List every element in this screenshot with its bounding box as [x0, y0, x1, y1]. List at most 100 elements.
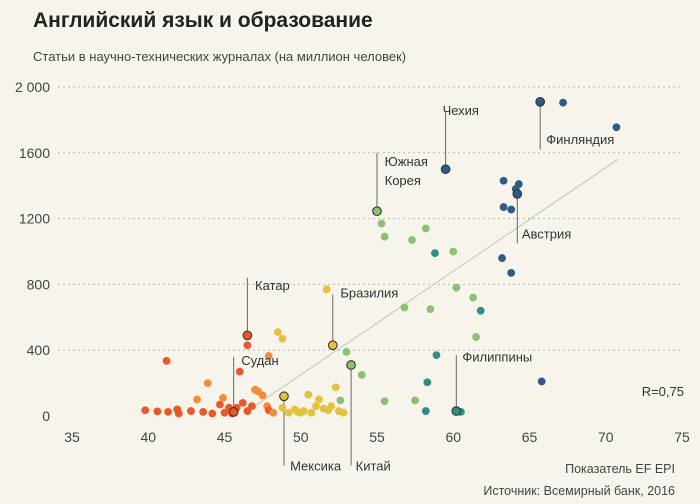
data-point [426, 305, 434, 313]
point-мексика [280, 392, 289, 401]
annotation-label: Чехия [443, 103, 479, 118]
annotation-label-line: Катар [255, 278, 290, 293]
data-point [422, 407, 430, 415]
data-point [401, 304, 409, 312]
data-point [315, 396, 323, 404]
point-катар [243, 331, 252, 340]
data-point [559, 99, 567, 107]
x-tick-label: 40 [140, 429, 156, 445]
x-tick-label: 55 [369, 429, 385, 445]
data-point [187, 407, 195, 415]
data-point [193, 396, 201, 404]
data-point [327, 402, 335, 410]
point-китай [347, 361, 356, 370]
annotation-label-line: Бразилия [340, 286, 398, 301]
data-point [477, 307, 485, 315]
annotation-label: Финляндия [546, 132, 614, 147]
data-point [358, 371, 366, 379]
data-point [500, 177, 508, 185]
y-tick-label: 1600 [19, 145, 50, 161]
data-point [154, 407, 162, 415]
data-point [308, 409, 316, 417]
annotation-label-line: Корея [385, 173, 421, 188]
data-point [259, 392, 267, 400]
y-tick-label: 400 [27, 342, 51, 358]
x-tick-label: 35 [64, 429, 80, 445]
annotation-label: Китай [356, 458, 391, 473]
data-point [343, 348, 351, 356]
x-axis-ticks: 35 40 45 50 55 60 65 70 75 [64, 429, 690, 445]
y-tick-label: 1200 [19, 211, 50, 227]
data-point [498, 254, 506, 262]
x-tick-label: 45 [217, 429, 233, 445]
data-point [248, 402, 256, 410]
data-point [279, 335, 287, 343]
annotation-label-line: Финляндия [546, 132, 614, 147]
annotation-label: Мексика [290, 458, 342, 473]
point-бразилия [328, 341, 337, 350]
x-tick-label: 75 [674, 429, 690, 445]
data-point [163, 357, 171, 365]
annotation-label: Южная Корея [385, 154, 428, 188]
data-point [507, 269, 515, 277]
point-финляндия [536, 98, 545, 107]
data-point [340, 409, 348, 417]
data-point [452, 284, 460, 292]
data-point [408, 236, 416, 244]
annotation-label: Филиппины [462, 350, 532, 365]
point-чехия [441, 165, 450, 174]
data-point [199, 408, 207, 416]
data-point [507, 206, 515, 214]
chart-subtitle: Статьи в научно-технических журналах (на… [33, 49, 406, 64]
scatter-chart: Английский язык и образование Статьи в н… [0, 0, 700, 504]
point-филиппины [452, 407, 461, 416]
trendline [247, 159, 618, 411]
data-point [431, 249, 439, 257]
data-point [219, 394, 227, 402]
data-point [422, 225, 430, 233]
data-point [381, 233, 389, 241]
annotation-label-line: Китай [356, 458, 391, 473]
data-point [279, 404, 287, 412]
x-tick-label: 60 [445, 429, 461, 445]
x-tick-label: 65 [522, 429, 538, 445]
x-tick-label: 50 [293, 429, 309, 445]
data-point [304, 391, 312, 399]
annotation-label-line: Судан [241, 353, 278, 368]
point-судан [229, 408, 238, 417]
annotation-label: Судан [241, 353, 278, 368]
data-point [269, 409, 277, 417]
data-point [164, 408, 172, 416]
point-австрия [513, 190, 522, 199]
data-point [239, 399, 247, 407]
data-point [411, 396, 419, 404]
data-point [337, 396, 345, 404]
data-point [243, 341, 251, 349]
x-axis-label: Показатель EF EPI [565, 462, 675, 476]
data-point [378, 220, 386, 228]
data-point [469, 294, 477, 302]
gridlines [58, 87, 682, 350]
annotation-label-line: Мексика [290, 458, 342, 473]
data-point [204, 379, 212, 387]
y-axis-ticks: 0 400 800 1200 1600 2 000 [15, 79, 50, 424]
y-tick-label: 2 000 [15, 79, 50, 95]
chart-title: Английский язык и образование [33, 9, 373, 32]
data-point [538, 378, 546, 386]
data-point [449, 248, 457, 256]
annotation-label-line: Южная [385, 154, 428, 169]
correlation-label: R=0,75 [642, 384, 684, 399]
data-point [433, 351, 441, 359]
data-point [472, 333, 480, 341]
data-point [332, 383, 340, 391]
x-tick-label: 70 [598, 429, 614, 445]
annotation-label-line: Австрия [522, 226, 571, 241]
data-point [613, 123, 621, 131]
data-point [300, 407, 308, 415]
annotation-label-line: Чехия [443, 103, 479, 118]
data-point [381, 397, 389, 405]
data-point [500, 203, 508, 211]
data-point [274, 328, 282, 336]
source-note: Источник: Всемирный банк, 2016 [483, 484, 675, 498]
data-point [236, 368, 244, 376]
